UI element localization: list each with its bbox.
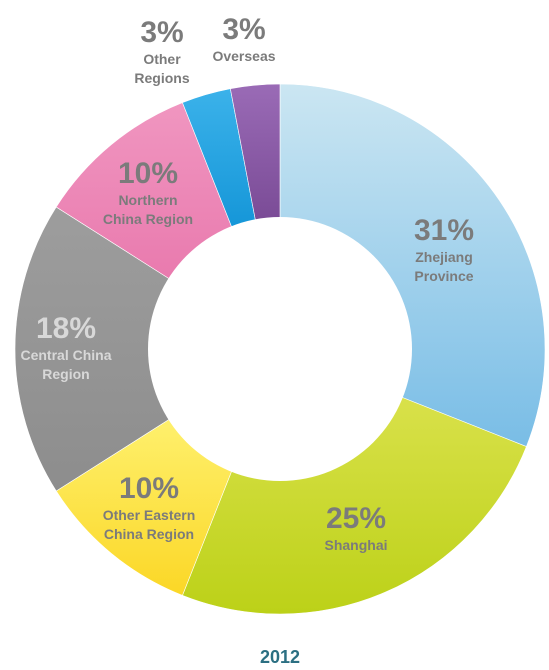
slice-name-central-line-1: Central China — [20, 347, 111, 363]
slice-value-central: 18% — [36, 312, 96, 345]
slice-name-other-eastern-line-2: China Region — [104, 526, 194, 542]
slice-name-other-regions-line-2: Regions — [134, 70, 189, 86]
slice-name-central-line-2: Region — [42, 366, 89, 382]
slice-name-other-eastern-line-1: Other Eastern — [103, 507, 196, 523]
slice-label-shanghai: 25% Shanghai — [324, 502, 387, 553]
slice-value-northern: 10% — [118, 157, 178, 190]
slice-label-overseas: 3% Overseas — [212, 13, 275, 64]
slice-name-overseas-line-1: Overseas — [212, 48, 275, 64]
slice-value-other-eastern: 10% — [119, 472, 179, 505]
slices-layer — [14, 83, 546, 615]
slice-name-northern-line-2: China Region — [103, 211, 193, 227]
slice-value-shanghai: 25% — [326, 502, 386, 535]
slice-name-zhejiang-line-2: Province — [414, 268, 473, 284]
slice-value-zhejiang: 31% — [414, 214, 474, 247]
slice-label-zhejiang: 31% Zhejiang Province — [414, 214, 474, 284]
slice-label-other-regions: 3% Other Regions — [134, 16, 189, 86]
slice-value-other-regions: 3% — [140, 16, 183, 49]
slice-label-northern: 10% Northern China Region — [103, 157, 193, 227]
slice-name-shanghai-line-1: Shanghai — [324, 537, 387, 553]
slice-name-other-regions-line-1: Other — [143, 51, 181, 67]
slice-value-overseas: 3% — [222, 13, 265, 46]
slice-name-northern-line-1: Northern — [118, 192, 177, 208]
slice-label-other-eastern: 10% Other Eastern China Region — [103, 472, 196, 542]
year-label: 2012 — [260, 647, 300, 667]
slice-name-zhejiang-line-1: Zhejiang — [415, 249, 473, 265]
slice-label-central: 18% Central China Region — [20, 312, 111, 382]
donut-hole — [148, 217, 412, 481]
labels-layer: 31% Zhejiang Province 25% Shanghai 10% Other E… — [20, 13, 474, 553]
